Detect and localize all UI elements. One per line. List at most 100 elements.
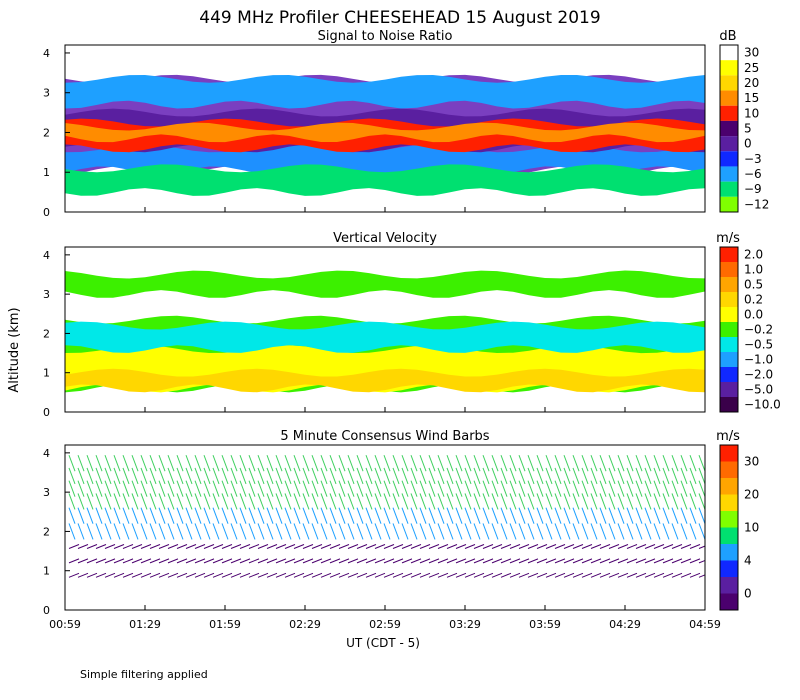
panel-title: Signal to Noise Ratio <box>318 29 453 44</box>
wind-barb <box>104 454 112 472</box>
colorbar-label: −0.2 <box>744 323 773 337</box>
wind-barb <box>554 572 566 578</box>
wind-barb <box>401 572 413 578</box>
wind-barb <box>275 467 283 485</box>
wind-barb <box>131 558 143 564</box>
wind-barb <box>437 493 445 510</box>
wind-barb <box>635 572 647 578</box>
wind-barb <box>608 558 620 564</box>
wind-barb <box>140 544 152 549</box>
wind-barb <box>68 544 80 549</box>
wind-barb <box>410 480 418 497</box>
wind-barb <box>221 480 229 497</box>
wind-barb <box>374 507 382 524</box>
colorbar-label: 10 <box>744 521 759 535</box>
wind-barb <box>437 544 449 549</box>
layer-0.2 <box>65 368 705 393</box>
wind-barb <box>356 493 364 510</box>
wind-barb <box>365 454 373 472</box>
wind-barb <box>230 454 238 472</box>
colorbar-swatch <box>720 60 738 76</box>
wind-barb <box>455 523 463 540</box>
colorbar-swatch <box>720 105 738 121</box>
wind-barb <box>113 493 121 510</box>
wind-barb <box>284 480 292 497</box>
colorbar-swatch <box>720 445 738 462</box>
wind-barb <box>680 572 692 578</box>
wind-barb <box>662 523 670 540</box>
data-layers <box>65 74 705 196</box>
wind-barb <box>293 558 305 564</box>
x-tick-label: 00:59 <box>49 618 81 631</box>
wind-barb <box>446 507 454 524</box>
wind-barb <box>86 572 98 578</box>
wind-barb <box>86 467 94 485</box>
wind-barb <box>572 467 580 485</box>
wind-barb <box>77 544 89 549</box>
wind-barb <box>581 467 589 485</box>
wind-barb <box>419 558 431 564</box>
wind-barb <box>410 572 422 578</box>
wind-barb <box>491 467 499 485</box>
wind-barb <box>257 507 265 524</box>
wind-barb <box>167 480 175 497</box>
wind-barb <box>194 523 202 540</box>
colorbar-swatch <box>720 527 738 544</box>
wind-barb <box>392 523 400 540</box>
wind-barb <box>671 480 679 497</box>
wind-barb <box>617 467 625 485</box>
wind-barb <box>266 523 274 540</box>
wind-barb <box>257 572 269 578</box>
wind-barb <box>437 454 445 472</box>
colorbar-units: dB <box>719 29 736 44</box>
wind-barb <box>275 480 283 497</box>
wind-barb <box>689 507 697 524</box>
wind-barb <box>185 572 197 578</box>
colorbar-label: 10 <box>744 106 759 120</box>
wind-barb <box>293 544 305 549</box>
footnote: Simple filtering applied <box>80 668 208 681</box>
wind-barb <box>671 544 683 549</box>
wind-barb <box>392 454 400 472</box>
wind-barb <box>365 523 373 540</box>
wind-barb <box>518 467 526 485</box>
wind-barb <box>185 480 193 497</box>
wind-barb <box>338 507 346 524</box>
colorbar-swatch <box>720 544 738 561</box>
wind-barb <box>617 544 629 549</box>
wind-barb <box>239 467 247 485</box>
colorbar-label: −6 <box>744 167 762 181</box>
y-tick-label: 0 <box>43 206 50 219</box>
wind-barb <box>644 544 656 549</box>
colorbar-swatch <box>720 397 738 412</box>
wind-barb <box>464 480 472 497</box>
wind-barb <box>347 454 355 472</box>
wind-barb <box>590 493 598 510</box>
wind-barb <box>338 572 350 578</box>
panel-title: Vertical Velocity <box>333 231 437 246</box>
wind-barb <box>491 544 503 549</box>
wind-barb <box>680 467 688 485</box>
wind-barb <box>257 558 269 564</box>
wind-barb <box>203 493 211 510</box>
wind-barb <box>536 523 544 540</box>
wind-barb <box>662 558 674 564</box>
wind-barb <box>572 454 580 472</box>
wind-barb <box>455 507 463 524</box>
wind-barb <box>554 467 562 485</box>
wind-barb <box>257 523 265 540</box>
wind-barb <box>68 507 76 524</box>
wind-barb <box>653 480 661 497</box>
wind-barb <box>347 523 355 540</box>
colorbar-frame <box>719 246 739 413</box>
wind-barb <box>149 523 157 540</box>
wind-barb <box>320 454 328 472</box>
wind-barb <box>590 467 598 485</box>
wind-barb <box>203 572 215 578</box>
wind-barb <box>311 493 319 510</box>
wind-barb <box>500 507 508 524</box>
wind-barb <box>572 507 580 524</box>
wind-barb <box>428 454 436 472</box>
wind-barb <box>131 493 139 510</box>
wind-barb <box>554 544 566 549</box>
